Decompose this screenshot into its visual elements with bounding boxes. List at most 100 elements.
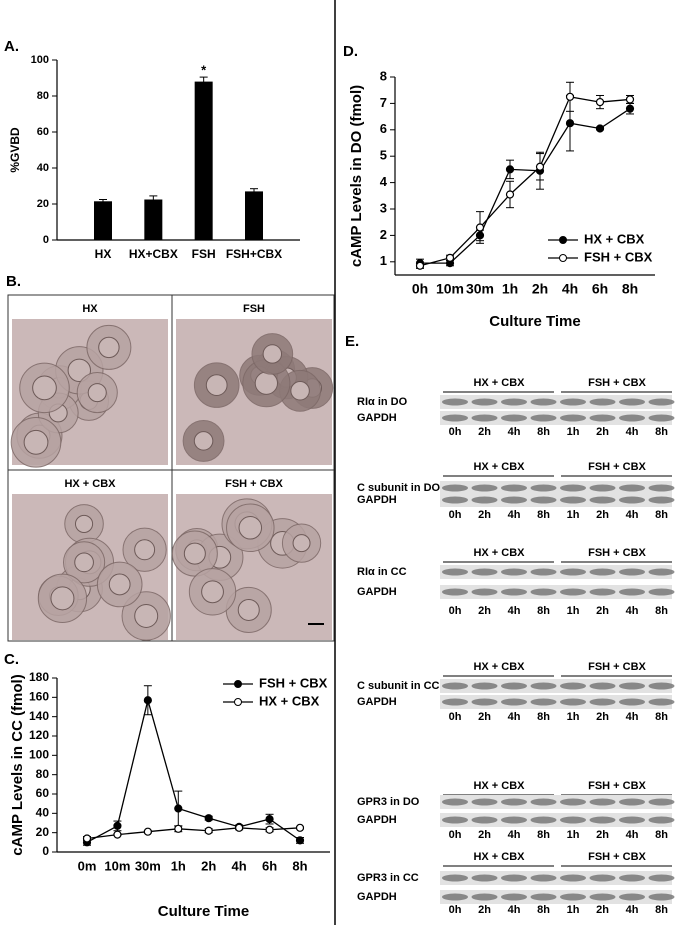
blot-group-label: FSH + CBX <box>588 547 646 559</box>
blot-protein-label: RIα in CC <box>357 566 407 578</box>
y-axis-label: cAMP Levels in DO (fmol) <box>348 85 365 267</box>
lane-label: 2h <box>478 711 491 723</box>
annotation: * <box>201 63 207 78</box>
panel-label: D. <box>343 43 358 60</box>
blot-band <box>442 893 468 901</box>
blot-band <box>648 398 675 406</box>
cell-oocyte <box>193 431 214 451</box>
y-tick-label: 80 <box>37 90 49 102</box>
blot-band <box>530 398 557 406</box>
lane-label: 4h <box>626 904 639 916</box>
blot-band <box>501 698 527 706</box>
blot-band <box>471 588 498 596</box>
micrograph <box>10 319 168 468</box>
blot-band <box>648 496 675 504</box>
blot-band <box>471 496 498 504</box>
point <box>565 119 575 128</box>
legend-label: FSH + CBX <box>259 675 328 690</box>
lane-label: 4h <box>508 509 521 521</box>
point <box>595 97 605 107</box>
y-tick-label: 80 <box>36 767 50 781</box>
point <box>565 92 575 101</box>
x-tick-label: HX+CBX <box>129 247 178 261</box>
point <box>235 823 244 832</box>
x-tick-label: 6h <box>592 281 608 297</box>
x-tick-label: 6h <box>262 858 277 873</box>
point <box>113 821 122 831</box>
blot-band <box>471 484 498 492</box>
blot-band <box>530 874 557 882</box>
y-tick-label: 0 <box>43 234 49 246</box>
lane-label: 4h <box>508 711 521 723</box>
cell-oocyte <box>292 534 311 553</box>
x-tick-label: 2h <box>201 858 216 873</box>
cell-oocyte <box>262 344 283 364</box>
cell-oocyte <box>201 580 224 604</box>
blot-band <box>471 893 498 901</box>
y-tick-label: 1 <box>380 253 387 268</box>
blot-band <box>589 414 616 422</box>
blot-band <box>619 874 645 882</box>
blot-band <box>442 798 468 806</box>
point <box>475 223 485 232</box>
cell-oocyte <box>238 516 263 540</box>
point <box>445 253 455 262</box>
blot-band <box>530 682 557 690</box>
lane-label: 8h <box>655 509 668 521</box>
y-tick-label: 4 <box>380 174 388 189</box>
lane-label: 2h <box>478 509 491 521</box>
blot-band <box>648 568 675 576</box>
cell-oocyte <box>134 603 159 628</box>
blot-band <box>619 816 645 824</box>
lane-label: 2h <box>596 509 609 521</box>
lane-label: 4h <box>626 605 639 617</box>
blot-band <box>648 414 675 422</box>
blot-band <box>619 414 645 422</box>
blot-band <box>471 874 498 882</box>
lane-label: 2h <box>478 904 491 916</box>
x-axis-label: Culture Time <box>158 903 249 920</box>
blot-band <box>589 568 616 576</box>
blot-band <box>471 816 498 824</box>
y-tick-label: 160 <box>29 690 49 704</box>
legend-marker <box>234 680 242 688</box>
y-tick-label: 180 <box>29 670 49 684</box>
y-tick-label: 100 <box>29 748 49 762</box>
lane-label: 8h <box>537 829 550 841</box>
lane-label: 8h <box>537 904 550 916</box>
blot-band <box>648 893 675 901</box>
x-tick-label: 0h <box>412 281 428 297</box>
cell-oocyte <box>134 539 156 561</box>
point <box>143 696 152 705</box>
cell-oocyte <box>87 383 107 403</box>
blot-band <box>501 484 527 492</box>
point <box>174 824 183 833</box>
lane-label: 8h <box>537 605 550 617</box>
blot-group-label: FSH + CBX <box>588 661 646 673</box>
blot-band <box>501 398 527 406</box>
blot-band <box>589 398 616 406</box>
blot-band <box>471 568 498 576</box>
panel-label: B. <box>6 273 21 290</box>
point <box>505 165 515 174</box>
lane-label: 1h <box>567 605 580 617</box>
lane-label: 4h <box>508 904 521 916</box>
blot-band <box>442 698 468 706</box>
blot-band <box>560 588 586 596</box>
lane-label: 0h <box>449 509 462 521</box>
cell-oocyte <box>183 542 206 565</box>
lane-label: 8h <box>655 426 668 438</box>
blot-group-label: HX + CBX <box>473 547 525 559</box>
blot-control-label: GAPDH <box>357 891 397 903</box>
blot-band <box>442 398 468 406</box>
x-tick-label: 1h <box>502 281 518 297</box>
lane-label: 0h <box>449 426 462 438</box>
blot-band <box>501 588 527 596</box>
blot-band <box>648 698 675 706</box>
cell-oocyte <box>108 573 131 596</box>
bar <box>94 201 112 240</box>
blot-band <box>442 568 468 576</box>
point <box>113 830 122 839</box>
x-tick-label: 10m <box>436 281 464 297</box>
lane-label: 4h <box>508 426 521 438</box>
